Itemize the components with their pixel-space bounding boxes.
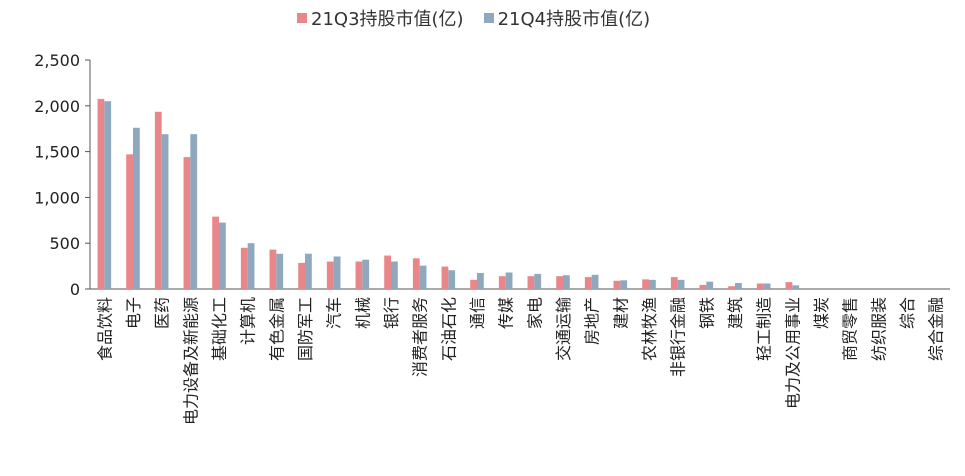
category-label: 电力设备及新能源 bbox=[181, 297, 200, 425]
category-label: 计算机 bbox=[239, 297, 258, 345]
bar-q4 bbox=[219, 222, 226, 289]
category-label: 汽车 bbox=[325, 297, 344, 329]
bar-q3 bbox=[412, 258, 420, 289]
category-label: 石油石化 bbox=[439, 297, 458, 361]
category-label: 交通运输 bbox=[554, 297, 573, 361]
bar-q3 bbox=[470, 279, 477, 289]
bar-q4 bbox=[534, 273, 542, 289]
y-tick-label: 0 bbox=[70, 280, 80, 299]
bar-q3 bbox=[183, 157, 191, 289]
bar-q3 bbox=[670, 277, 678, 289]
bar-q4 bbox=[276, 253, 284, 289]
bar-q4 bbox=[362, 259, 370, 289]
y-tick-label: 1,000 bbox=[34, 188, 80, 207]
bar-q4 bbox=[477, 272, 484, 289]
bar-q4 bbox=[133, 127, 140, 289]
bar-q3 bbox=[326, 261, 334, 289]
bar-q3 bbox=[556, 276, 563, 289]
category-label: 建材 bbox=[611, 297, 630, 329]
bar-q4 bbox=[763, 283, 771, 289]
category-label: 钢铁 bbox=[697, 297, 716, 329]
legend-item-q3: 21Q3持股市值(亿) bbox=[297, 5, 464, 31]
legend: 21Q3持股市值(亿) 21Q4持股市值(亿) bbox=[297, 5, 670, 31]
bar-q4 bbox=[305, 253, 312, 289]
bar-q3 bbox=[441, 266, 449, 289]
bar-q4 bbox=[649, 279, 656, 289]
category-label: 机械 bbox=[353, 297, 372, 329]
bar-q3 bbox=[699, 284, 707, 289]
bar-q3 bbox=[384, 255, 391, 289]
bar-q4 bbox=[448, 270, 456, 289]
category-label: 商贸零售 bbox=[841, 297, 860, 361]
bar-q4 bbox=[161, 134, 169, 289]
legend-label-q3: 21Q3持股市值(亿) bbox=[311, 9, 464, 30]
bar-q4 bbox=[620, 280, 628, 289]
category-label: 食品饮料 bbox=[95, 297, 114, 361]
category-label: 基础化工 bbox=[210, 297, 229, 361]
bar-q3 bbox=[756, 283, 764, 289]
category-label: 综合 bbox=[898, 297, 917, 329]
legend-item-q4: 21Q4持股市值(亿) bbox=[483, 5, 651, 31]
bar-q4 bbox=[190, 134, 198, 289]
y-tick-label: 500 bbox=[49, 234, 80, 253]
bar-q3 bbox=[97, 98, 105, 290]
bar-q4 bbox=[735, 283, 742, 289]
category-label: 轻工制造 bbox=[755, 297, 774, 361]
bar-q4 bbox=[104, 101, 112, 289]
y-tick-label: 2,500 bbox=[34, 51, 80, 70]
bar-q3 bbox=[154, 111, 162, 289]
y-tick-label: 1,500 bbox=[34, 143, 80, 162]
category-label: 通信 bbox=[468, 297, 487, 329]
bar-q4 bbox=[419, 265, 427, 289]
bar-q3 bbox=[126, 154, 133, 289]
legend-label-q4: 21Q4持股市值(亿) bbox=[497, 9, 651, 30]
bar-q4 bbox=[247, 243, 255, 289]
bar-q3 bbox=[584, 277, 592, 289]
category-label: 房地产 bbox=[583, 297, 602, 345]
bar-q3 bbox=[728, 286, 735, 289]
legend-swatch-q4 bbox=[483, 13, 494, 23]
category-label: 煤炭 bbox=[812, 297, 831, 329]
bar-q4 bbox=[677, 279, 685, 289]
category-label: 电子 bbox=[124, 297, 143, 329]
bar-q3 bbox=[240, 247, 248, 289]
bar-q3 bbox=[642, 279, 649, 289]
bar-q4 bbox=[563, 275, 570, 289]
category-label: 家电 bbox=[525, 297, 544, 329]
category-label: 有色金属 bbox=[267, 297, 286, 361]
category-label: 农林牧渔 bbox=[640, 297, 659, 361]
bar-q3 bbox=[212, 216, 219, 289]
legend-swatch-q3 bbox=[297, 13, 307, 23]
x-axis: 食品饮料 电子 医药 电力设备及新能源 基础化工 计算机 有色金属 国防军工 汽车 机械 银行 消费者… bbox=[90, 288, 950, 425]
bar-q4 bbox=[333, 256, 341, 289]
bar-q3 bbox=[498, 276, 506, 289]
bar-q3 bbox=[613, 280, 621, 289]
bars-group bbox=[97, 98, 800, 290]
y-axis: 0 500 1,000 1,500 2,000 2,500 bbox=[34, 51, 91, 299]
bar-q4 bbox=[706, 281, 714, 289]
category-label: 建筑 bbox=[726, 297, 745, 329]
category-label: 银行 bbox=[382, 297, 401, 329]
bar-q4 bbox=[591, 274, 599, 289]
category-label: 国防军工 bbox=[296, 297, 315, 361]
bar-q3 bbox=[355, 261, 363, 289]
category-label: 传媒 bbox=[497, 297, 516, 329]
category-label: 纺织服装 bbox=[869, 297, 888, 361]
category-label: 综合金融 bbox=[927, 297, 946, 361]
bar-q4 bbox=[505, 272, 513, 289]
category-label: 非银行金融 bbox=[669, 297, 688, 377]
category-label: 电力及公用事业 bbox=[783, 297, 802, 409]
y-tick-label: 2,000 bbox=[34, 97, 80, 116]
bar-q3 bbox=[785, 282, 793, 289]
category-label: 消费者服务 bbox=[411, 297, 430, 377]
category-label: 医药 bbox=[153, 297, 172, 329]
bar-q3 bbox=[269, 249, 277, 289]
bar-q3 bbox=[527, 276, 535, 289]
bar-q4 bbox=[391, 261, 398, 289]
bar-q4 bbox=[792, 285, 800, 289]
bar-q3 bbox=[298, 262, 305, 289]
